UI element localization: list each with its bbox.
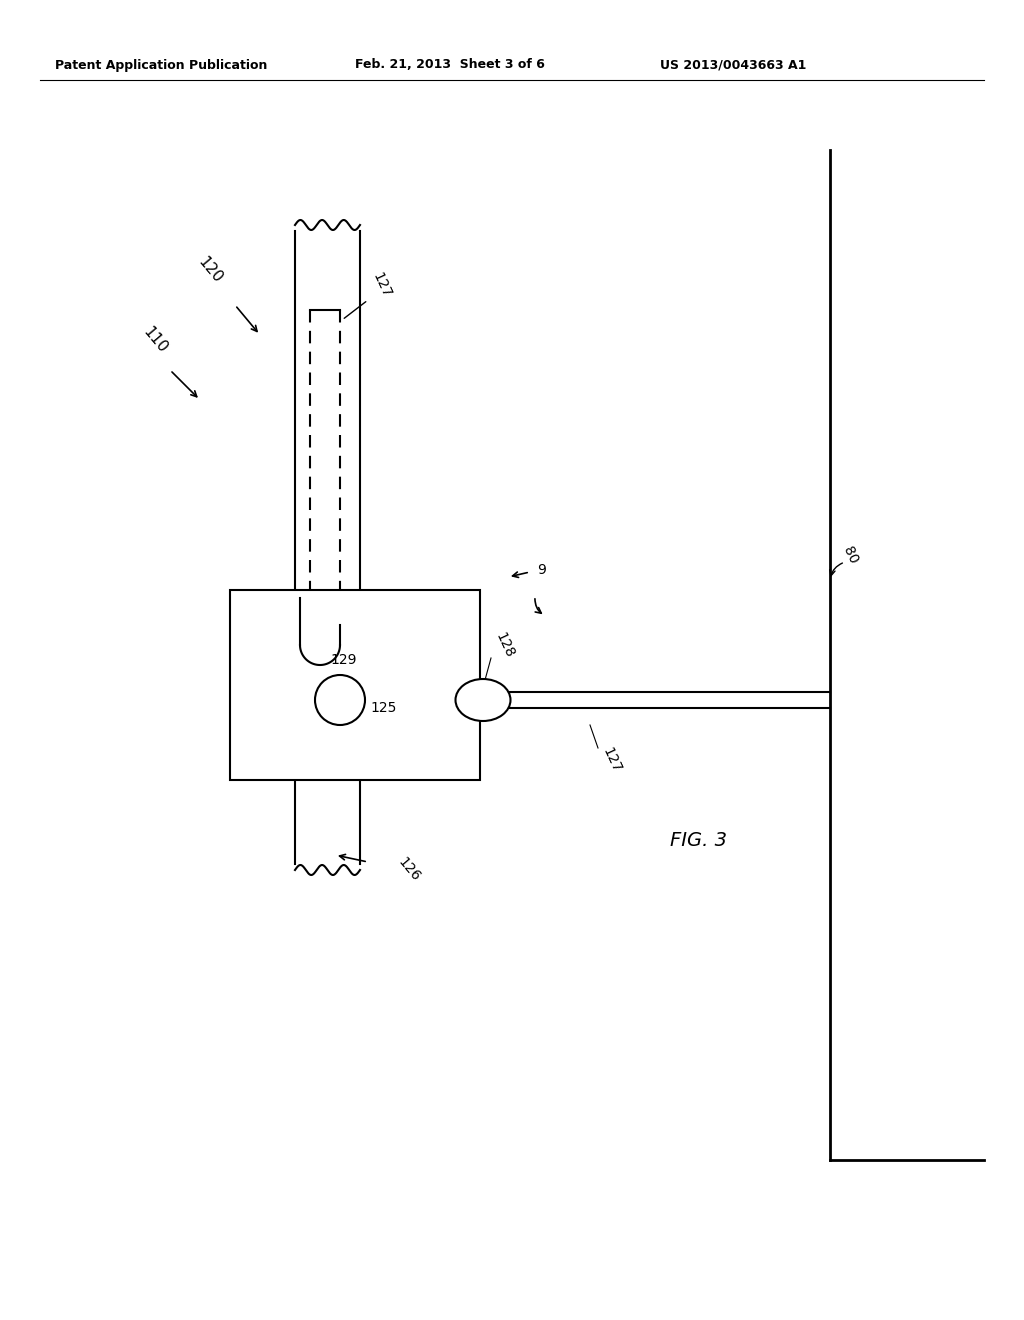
- Text: Feb. 21, 2013  Sheet 3 of 6: Feb. 21, 2013 Sheet 3 of 6: [355, 58, 545, 71]
- Text: FIG. 3: FIG. 3: [670, 830, 727, 850]
- Text: 129: 129: [330, 653, 356, 667]
- Text: 127: 127: [600, 744, 624, 775]
- Text: 128: 128: [493, 630, 517, 660]
- Text: 80: 80: [840, 544, 860, 566]
- Text: 9: 9: [537, 564, 546, 577]
- Text: US 2013/0043663 A1: US 2013/0043663 A1: [660, 58, 806, 71]
- Text: 120: 120: [195, 255, 225, 286]
- Text: Patent Application Publication: Patent Application Publication: [55, 58, 267, 71]
- Circle shape: [315, 675, 365, 725]
- Bar: [230, 590, 480, 780]
- Text: 110: 110: [140, 325, 170, 356]
- Text: 126: 126: [395, 855, 423, 884]
- Text: 127: 127: [370, 271, 394, 300]
- Text: 125: 125: [370, 701, 396, 715]
- Ellipse shape: [456, 678, 511, 721]
